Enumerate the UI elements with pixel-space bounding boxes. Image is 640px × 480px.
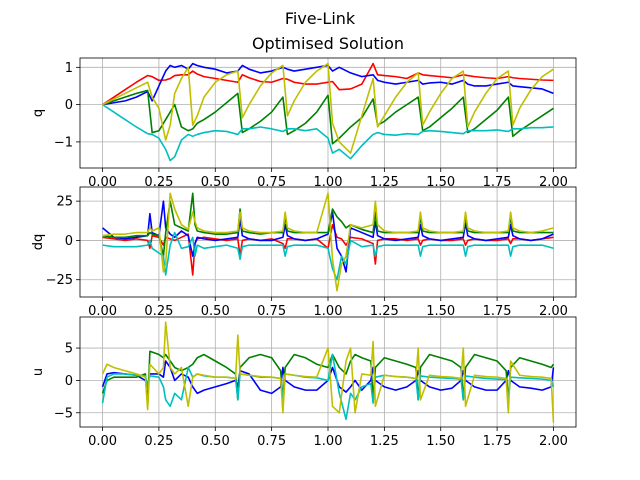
- series-line-2: [102, 62, 554, 106]
- x-tick-label: 1.50: [426, 175, 455, 190]
- y-tick-label: −25: [46, 273, 73, 288]
- x-tick-label: 0.25: [144, 175, 173, 190]
- subplot-3: 0.00 0.25 0.50 0.75 1.00 1.25 1.50 1.75 2.00 5 0 −5…: [31, 316, 577, 449]
- x-tick-label: 0.25: [144, 304, 173, 319]
- x-tick-label: 2.00: [539, 304, 568, 319]
- y-axis-label: dq: [31, 234, 46, 251]
- series-line-1: [102, 62, 554, 106]
- y-axis-label: u: [31, 368, 46, 376]
- series-line-4: [102, 103, 554, 162]
- x-tick-label: 2.00: [539, 175, 568, 190]
- series-line-2: [102, 200, 554, 273]
- subplot-2: 0.00 0.25 0.50 0.75 1.00 1.25 1.50 1.75 2.00 25 0 −…: [31, 186, 577, 319]
- axes-frame: [79, 186, 577, 298]
- y-tick-label: 0: [65, 374, 73, 389]
- x-tick-label: 0.25: [144, 434, 173, 449]
- x-tick-label: 1.50: [426, 304, 455, 319]
- x-tick-label: 1.25: [370, 434, 399, 449]
- x-tick-label: 1.25: [370, 175, 399, 190]
- x-tick-label: 2.00: [539, 434, 568, 449]
- series-line-4: [102, 231, 554, 281]
- y-tick-label: 0: [65, 98, 73, 113]
- series-line-3: [101, 353, 555, 421]
- x-tick-label: 1.50: [426, 434, 455, 449]
- series-line-4: [101, 321, 555, 423]
- y-tick-label: 1: [65, 61, 73, 76]
- x-tick-label: 0.00: [88, 304, 117, 319]
- axes-frame: [79, 316, 577, 428]
- axes-frame: [79, 57, 577, 169]
- x-tick-label: 0.50: [201, 175, 230, 190]
- x-tick-label: 1.25: [370, 304, 399, 319]
- x-tick-label: 0.00: [88, 175, 117, 190]
- y-axis-label: q: [31, 109, 46, 117]
- x-tick-label: 1.00: [314, 175, 343, 190]
- series-line-5: [102, 62, 554, 154]
- x-tick-label: 1.75: [483, 175, 512, 190]
- x-tick-label: 0.75: [257, 304, 286, 319]
- x-tick-label: 0.75: [257, 434, 286, 449]
- series-line-5: [102, 192, 554, 292]
- x-tick-label: 1.00: [314, 434, 343, 449]
- x-tick-label: 0.75: [257, 175, 286, 190]
- subplot-title: Optimised Solution: [252, 34, 404, 53]
- y-tick-label: 25: [56, 195, 73, 210]
- x-tick-label: 0.50: [201, 434, 230, 449]
- x-tick-label: 0.00: [88, 434, 117, 449]
- x-tick-label: 1.75: [483, 434, 512, 449]
- y-tick-label: −1: [54, 135, 73, 150]
- x-tick-label: 1.00: [314, 304, 343, 319]
- subplot-1: 0.00 0.25 0.50 0.75 1.00 1.25 1.50 1.75 2.00 1 0 −1…: [31, 57, 577, 190]
- y-tick-label: 0: [65, 234, 73, 249]
- figure-suptitle: Five-Link: [285, 9, 356, 28]
- y-tick-label: −5: [54, 406, 73, 421]
- y-tick-label: 5: [65, 342, 73, 357]
- x-tick-label: 0.50: [201, 304, 230, 319]
- x-tick-label: 1.75: [483, 304, 512, 319]
